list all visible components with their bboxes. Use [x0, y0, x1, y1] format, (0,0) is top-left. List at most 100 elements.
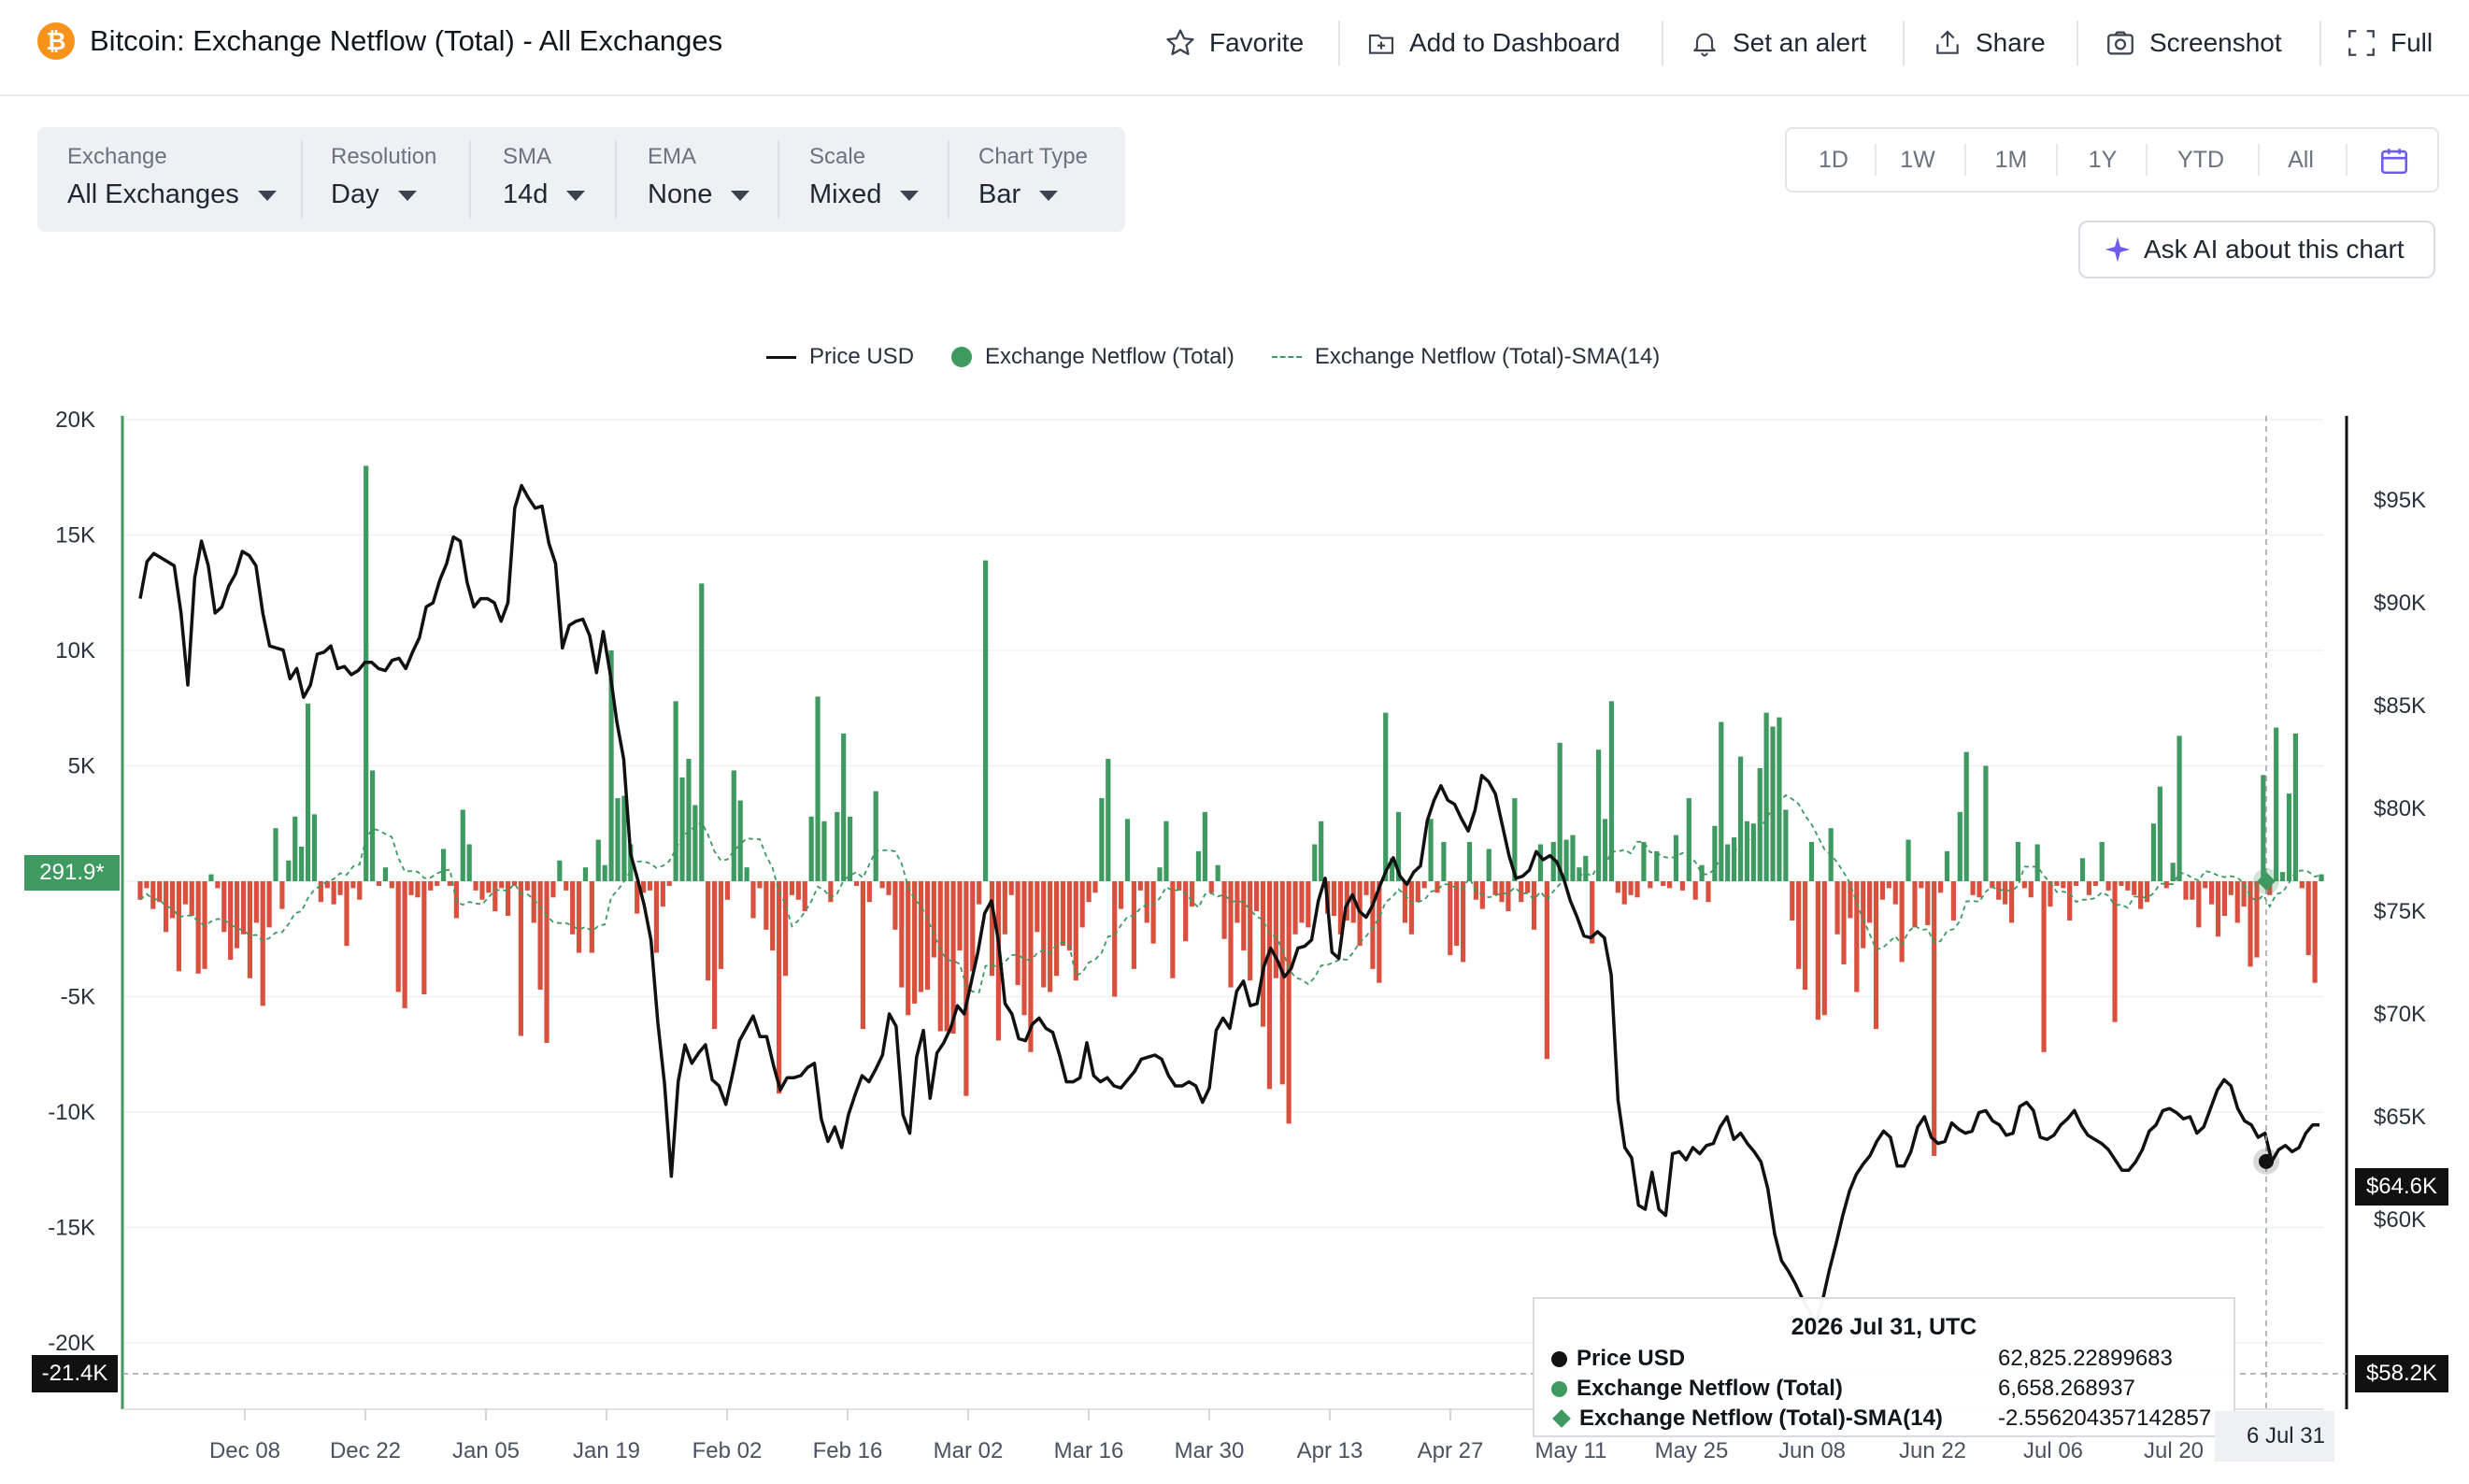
netflow-bar — [750, 881, 756, 919]
cursor-sma-point — [2257, 872, 2276, 891]
netflow-bar — [1144, 881, 1149, 923]
favorite-button[interactable]: Favorite — [1164, 19, 1304, 67]
netflow-bar — [460, 809, 465, 881]
netflow-bar — [1725, 844, 1731, 881]
x-axis-tick-label: May 11 — [1535, 1438, 1607, 1463]
netflow-bar — [286, 860, 292, 881]
netflow-chart[interactable]: 20K 15K 10K 5K -5K -10K -15K -20K $95K $90K $85K $8… — [0, 392, 2469, 1484]
netflow-bar — [1363, 881, 1369, 895]
netflow-bar — [1312, 844, 1318, 881]
header-divider — [2319, 21, 2321, 65]
netflow-bar — [1434, 881, 1440, 893]
sma-select[interactable]: 14d — [503, 179, 586, 210]
netflow-bar — [1519, 881, 1524, 903]
netflow-bar — [589, 881, 594, 953]
netflow-bar — [1279, 881, 1285, 1085]
netflow-bar — [506, 881, 511, 917]
netflow-bar — [2099, 842, 2105, 881]
date-picker-button[interactable] — [2357, 129, 2432, 191]
netflow-bar — [2041, 881, 2047, 1052]
x-axis-tick-label: Jan 19 — [573, 1438, 640, 1463]
set-alert-button[interactable]: Set an alert — [1690, 19, 1866, 67]
fullscreen-button[interactable]: Full — [2346, 19, 2433, 67]
netflow-bar — [1260, 881, 1266, 1027]
range-1y-button[interactable]: 1Y — [2088, 147, 2118, 173]
netflow-bar — [576, 881, 582, 953]
range-all-button[interactable]: All — [2288, 147, 2314, 173]
netflow-bar — [1925, 881, 1931, 925]
netflow-bar — [744, 867, 749, 881]
netflow-bar — [1777, 717, 1782, 881]
netflow-bar — [970, 881, 976, 972]
netflow-bar — [382, 867, 389, 881]
netflow-bar — [982, 560, 989, 881]
netflow-bar — [1550, 842, 1556, 881]
netflow-bar — [1119, 881, 1124, 909]
netflow-bar — [2286, 793, 2292, 881]
netflow-bar — [1215, 864, 1220, 881]
x-axis-tick-label: Mar 02 — [934, 1438, 1004, 1463]
range-1w-button[interactable]: 1W — [1900, 147, 1935, 173]
share-button[interactable]: Share — [1933, 19, 2046, 67]
sma-value: 14d — [503, 179, 549, 209]
legend-item-sma[interactable]: Exchange Netflow (Total)-SMA(14) — [1271, 344, 1660, 370]
ask-ai-button[interactable]: Ask AI about this chart — [2078, 221, 2435, 278]
left-axis-tick-label: 5K — [68, 754, 95, 779]
netflow-bar — [234, 881, 240, 949]
netflow-bar — [2034, 844, 2040, 881]
header-divider — [2077, 21, 2078, 65]
netflow-bar — [1732, 837, 1737, 881]
chevron-down-icon — [397, 191, 417, 201]
scale-value: Mixed — [809, 179, 882, 209]
legend-item-netflow[interactable]: Exchange Netflow (Total) — [951, 344, 1234, 370]
range-1m-button[interactable]: 1M — [1994, 147, 2028, 173]
netflow-bar — [1402, 881, 1408, 923]
x-axis-tick-label: Jul 20 — [2144, 1438, 2204, 1463]
camera-icon — [2107, 31, 2134, 55]
netflow-bar — [2305, 881, 2311, 956]
netflow-bar — [1790, 881, 1795, 920]
chart-type-select[interactable]: Bar — [978, 179, 1059, 210]
netflow-bar — [524, 881, 530, 891]
netflow-bar — [492, 881, 498, 912]
range-ytd-button[interactable]: YTD — [2177, 147, 2224, 173]
netflow-bar — [2021, 881, 2027, 889]
range-divider — [2146, 144, 2148, 176]
netflow-bar — [1557, 742, 1563, 881]
netflow-bar — [357, 881, 363, 900]
add-to-dashboard-button[interactable]: Add to Dashboard — [1366, 19, 1620, 67]
netflow-bar — [2209, 881, 2215, 905]
netflow-bar — [686, 759, 692, 881]
price-dot-icon — [1551, 1350, 1567, 1367]
price-line — [138, 483, 2319, 1324]
chart-legend: Price USD Exchange Netflow (Total) Excha… — [766, 340, 1697, 374]
header-divider — [1662, 21, 1663, 65]
dashed-swatch — [1271, 356, 1302, 358]
netflow-bar — [1577, 867, 1582, 881]
netflow-bar — [815, 696, 821, 881]
ema-select[interactable]: None — [648, 179, 750, 210]
scale-select[interactable]: Mixed — [809, 179, 920, 210]
range-divider — [1875, 144, 1877, 176]
netflow-bar — [1957, 811, 1962, 881]
netflow-bar — [782, 881, 789, 977]
netflow-bar — [1848, 881, 1853, 919]
netflow-bar — [1763, 712, 1769, 881]
netflow-bar — [1428, 819, 1434, 881]
exchange-select[interactable]: All Exchanges — [67, 179, 277, 210]
netflow-bar — [853, 881, 860, 886]
resolution-select[interactable]: Day — [331, 179, 417, 210]
netflow-bar — [2157, 786, 2162, 881]
screenshot-button[interactable]: Screenshot — [2105, 19, 2282, 67]
range-1d-button[interactable]: 1D — [1819, 147, 1848, 173]
netflow-bar — [182, 881, 188, 905]
left-axis-tick-label: -20K — [48, 1331, 95, 1356]
netflow-bar — [2105, 881, 2111, 891]
netflow-bar — [977, 881, 982, 905]
netflow-bar — [1492, 881, 1498, 895]
netflow-bar — [1248, 881, 1253, 981]
tooltip-label: Exchange Netflow (Total) — [1577, 1376, 1843, 1401]
legend-item-price[interactable]: Price USD — [766, 344, 914, 370]
chart-tooltip: 2026 Jul 31, UTC Price USD 62,825.228996… — [1533, 1297, 2235, 1437]
header-divider — [1338, 21, 1340, 65]
